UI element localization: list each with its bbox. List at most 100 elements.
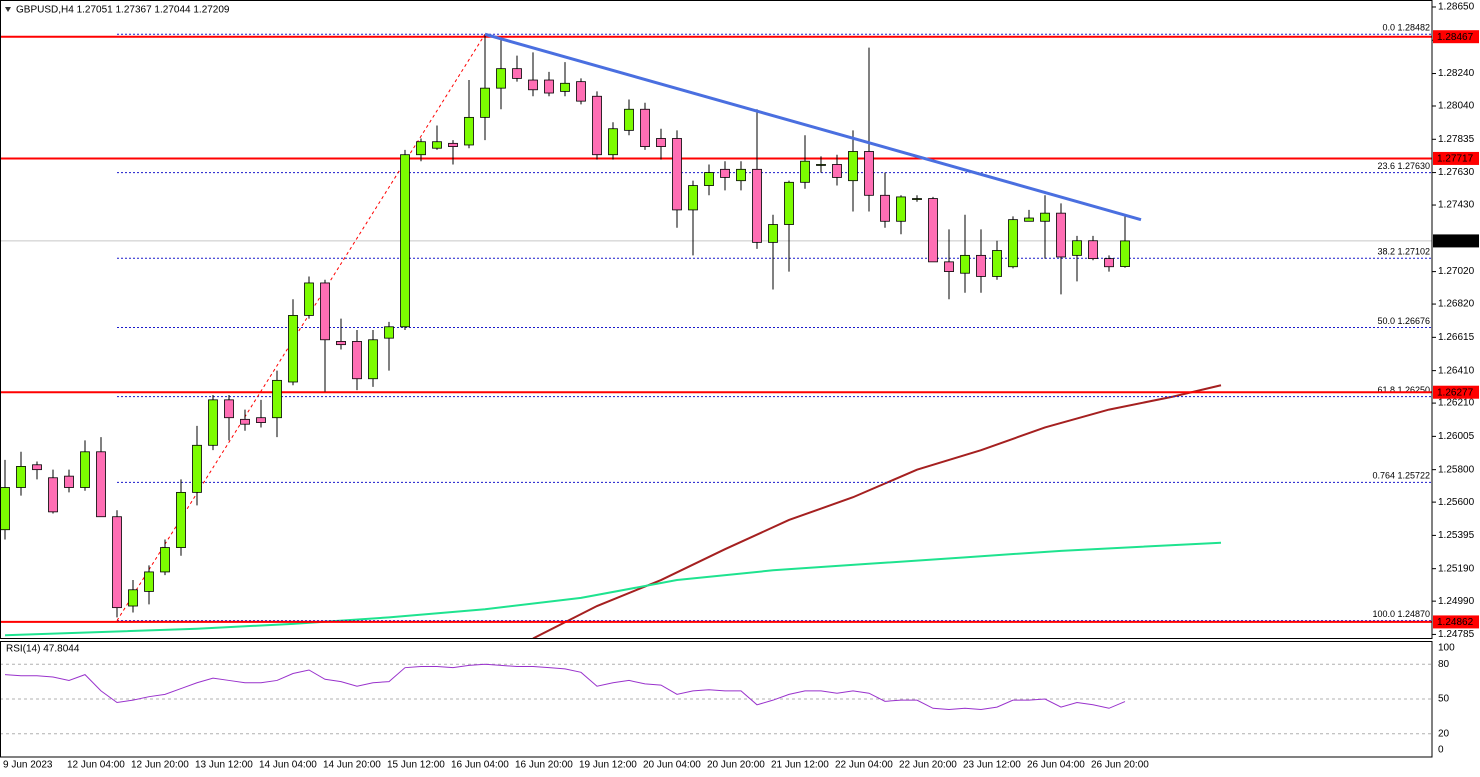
candle-body	[416, 141, 426, 156]
fib-label: 0.0 1.28482	[1382, 23, 1430, 33]
candle-body	[1008, 219, 1018, 268]
candle-body	[64, 475, 74, 488]
rsi-tick-label: 20	[1438, 728, 1450, 739]
candle-body	[688, 185, 698, 211]
x-tick-label: 14 Jun 20:00	[323, 760, 381, 771]
candle-body	[672, 138, 682, 211]
y-tick-label: 1.28040	[1438, 101, 1475, 112]
candle-body	[496, 68, 506, 89]
candle-body	[480, 87, 490, 118]
candle-body	[224, 399, 234, 419]
x-tick-label: 23 Jun 12:00	[963, 760, 1021, 771]
x-tick-label: 21 Jun 12:00	[771, 760, 829, 771]
candle-body	[816, 164, 826, 166]
candle-body	[304, 282, 314, 316]
candle-body	[80, 451, 90, 488]
rsi-frame	[0, 641, 1433, 758]
candle-body	[880, 194, 890, 222]
price-label: 1.28467	[1437, 32, 1474, 43]
y-tick-label: 1.26410	[1438, 365, 1475, 376]
candle-body	[1120, 240, 1130, 267]
candle-body	[368, 339, 378, 380]
moving-average	[4, 541, 1222, 637]
candle-body	[864, 151, 874, 196]
candle-body	[896, 196, 906, 222]
x-tick-label: 26 Jun 20:00	[1091, 760, 1149, 771]
candle-body	[800, 160, 810, 183]
candle-body	[640, 108, 650, 147]
rsi-plot	[0, 663, 1432, 735]
last-price-box	[1433, 234, 1479, 248]
fib-label: 23.6 1.27630	[1377, 161, 1430, 171]
candle-body	[160, 547, 170, 573]
candle-body	[288, 315, 298, 383]
x-tick-label: 12 Jun 04:00	[67, 760, 125, 771]
candle-body	[720, 168, 730, 178]
y-tick-label: 1.26615	[1438, 332, 1475, 343]
last-price-label: 1.27209	[1437, 236, 1474, 247]
x-tick-label: 13 Jun 12:00	[195, 760, 253, 771]
y-tick-label: 1.25395	[1438, 530, 1475, 541]
candle-body	[736, 168, 746, 182]
candle-body	[544, 79, 554, 94]
y-tick-label: 1.25190	[1438, 563, 1475, 574]
candle-body	[512, 68, 522, 79]
candle-body	[960, 254, 970, 274]
candle-body	[0, 487, 10, 531]
candle-body	[928, 198, 938, 263]
candle-body	[976, 254, 986, 277]
x-tick-label: 14 Jun 04:00	[259, 760, 317, 771]
y-tick-label: 1.26005	[1438, 431, 1475, 442]
candle-body	[768, 224, 778, 243]
price-label-box	[1433, 30, 1479, 44]
candle-body	[240, 418, 250, 425]
x-tick-label: 26 Jun 04:00	[1027, 760, 1085, 771]
candle-body	[528, 79, 538, 91]
x-tick-label: 19 Jun 12:00	[579, 760, 637, 771]
candle-body	[144, 571, 154, 592]
candle-body	[912, 198, 922, 200]
fib-label: 61.8 1.26250	[1377, 385, 1430, 395]
y-tick-label: 1.24990	[1438, 596, 1475, 607]
candle-body	[576, 81, 586, 102]
y-tick-label: 1.27835	[1438, 134, 1475, 145]
candle-body	[704, 172, 714, 186]
rsi-tick-label: 50	[1438, 694, 1450, 705]
candle-body	[624, 108, 634, 131]
candle-body	[384, 326, 394, 339]
candle-body	[16, 466, 26, 488]
candle-body	[560, 82, 570, 92]
candle-body	[464, 116, 474, 146]
rsi-line	[4, 663, 1126, 710]
x-tick-label: 22 Jun 20:00	[899, 760, 957, 771]
candle-body	[112, 516, 122, 609]
candle-body	[1056, 212, 1066, 258]
candle-body	[592, 95, 602, 156]
symbol-header: GBPUSD,H4 1.27051 1.27367 1.27044 1.2720…	[16, 5, 230, 16]
y-tick-label: 1.25800	[1438, 464, 1475, 475]
y-tick-label: 1.28240	[1438, 68, 1475, 79]
candle-body	[320, 282, 330, 341]
x-tick-label: 15 Jun 12:00	[387, 760, 445, 771]
candle-body	[352, 341, 362, 380]
rsi-tick-label: 0	[1438, 745, 1444, 756]
candle-body	[656, 138, 666, 147]
candle-body	[176, 491, 186, 548]
price-label: 1.26277	[1437, 387, 1474, 398]
candle-body	[256, 417, 266, 423]
rsi-tick-label: 80	[1438, 659, 1450, 670]
y-tick-label: 1.27020	[1438, 266, 1475, 277]
price-label: 1.27717	[1437, 154, 1474, 165]
candle-body	[208, 399, 218, 446]
fib-label: 50.0 1.26676	[1377, 316, 1430, 326]
x-tick-label: 20 Jun 04:00	[643, 760, 701, 771]
price-label-box	[1433, 615, 1479, 629]
x-tick-label: 20 Jun 20:00	[707, 760, 765, 771]
candle-body	[1040, 212, 1050, 222]
price-frame	[0, 0, 1433, 639]
fib-label: 0.764 1.25722	[1372, 471, 1430, 481]
x-tick-label: 22 Jun 04:00	[835, 760, 893, 771]
candle-body	[608, 128, 618, 156]
fib-label: 38.2 1.27102	[1377, 247, 1430, 257]
candle-body	[992, 250, 1002, 277]
